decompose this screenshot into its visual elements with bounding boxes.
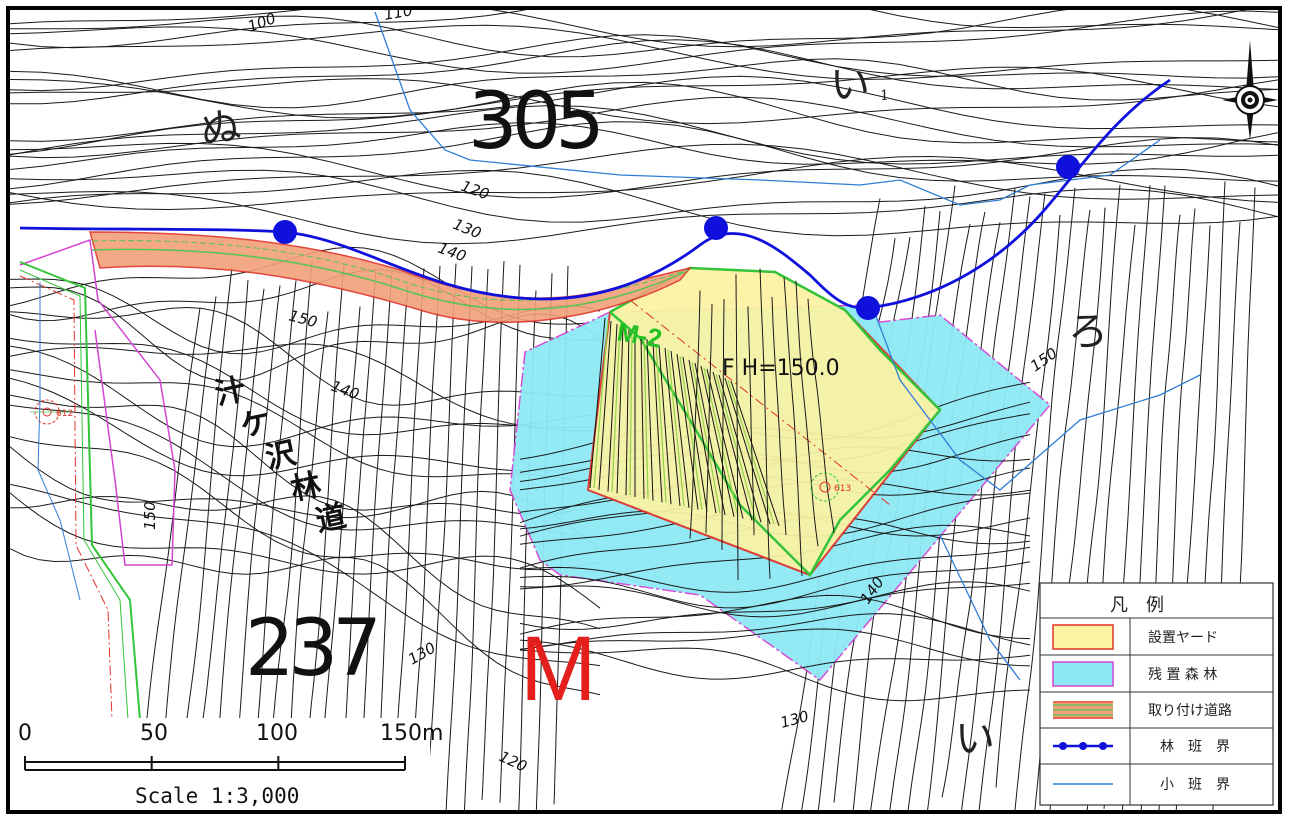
block-number-305: 305 xyxy=(468,77,599,167)
compartment-marker xyxy=(1056,155,1080,179)
legend: 凡 例 設置ヤード 残 置 森 林 取り付け道路 林 班 界 小 班 界 xyxy=(1040,583,1273,805)
compartment-marker xyxy=(704,216,728,240)
survey-point-612-label: 612 xyxy=(56,409,73,419)
legend-label-road: 取り付け道路 xyxy=(1148,703,1232,719)
legend-label-subcompartment: 小 班 界 xyxy=(1160,777,1230,793)
legend-swatch-yard xyxy=(1053,625,1113,649)
block-number-237: 237 xyxy=(245,604,376,694)
subcompartment-i-lower: い xyxy=(955,716,995,762)
scale-tick-150: 150m xyxy=(380,721,443,746)
scale-caption: Scale 1:3,000 xyxy=(135,784,299,808)
scale-tick-50: 50 xyxy=(140,721,168,746)
legend-swatch-road xyxy=(1053,701,1113,719)
legend-title: 凡 例 xyxy=(1110,595,1164,616)
legend-label-compartment: 林 班 界 xyxy=(1160,739,1230,755)
contour-label: 150 xyxy=(141,501,159,530)
scale-bar: 0 50 100 150m Scale 1:3,000 xyxy=(10,718,443,813)
formation-height-label: F H=150.0 xyxy=(722,356,840,381)
survey-point-613-label: 613 xyxy=(834,484,851,494)
compartment-marker xyxy=(273,220,297,244)
legend-label-forest: 残 置 森 林 xyxy=(1148,667,1217,683)
legend-swatch-compartment xyxy=(1053,742,1113,750)
subcompartment-i1: い xyxy=(830,62,870,108)
scale-tick-100: 100 xyxy=(256,721,298,746)
site-marker-m: M xyxy=(520,618,597,720)
legend-label-yard: 設置ヤード xyxy=(1148,630,1218,646)
scale-tick-0: 0 xyxy=(18,721,32,746)
subcompartment-ro: ろ xyxy=(1068,309,1108,355)
compartment-marker xyxy=(856,296,880,320)
subcompartment-nu: ぬ xyxy=(197,103,244,155)
subcompartment-i1-sub: 1 xyxy=(880,88,889,104)
legend-swatch-forest xyxy=(1053,662,1113,686)
